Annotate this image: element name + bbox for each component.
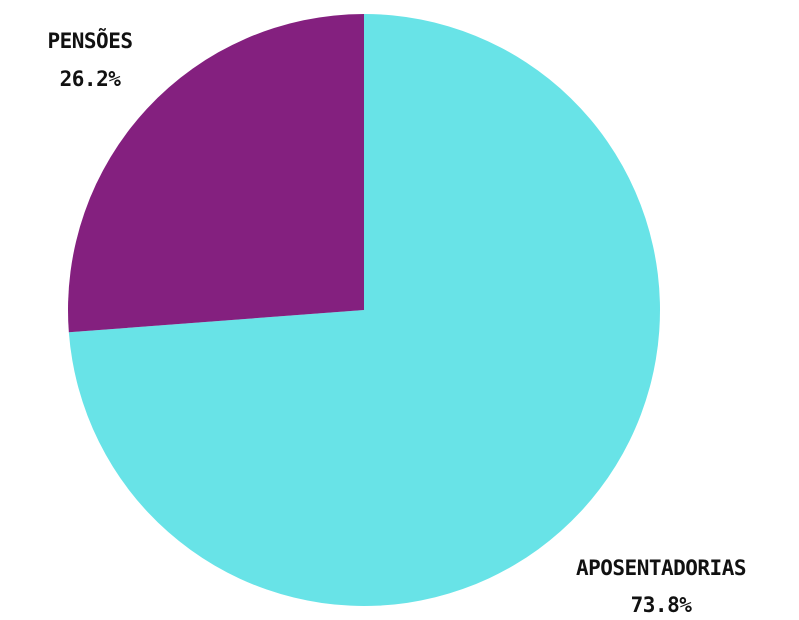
pie-slice-aposentadorias xyxy=(68,14,661,607)
slice-label-pensoes: PENSÕES xyxy=(47,28,132,53)
label-aposentadorias: APOSENTADORIAS 73.8% xyxy=(576,556,747,617)
slice-value-pensoes: 26.2% xyxy=(60,67,122,91)
slice-value-aposentadorias: 73.8% xyxy=(631,593,693,617)
pie-slice-pensoes xyxy=(67,14,364,333)
label-pensoes: PENSÕES 26.2% xyxy=(47,28,133,91)
pie-slices xyxy=(67,14,661,607)
slice-label-aposentadorias: APOSENTADORIAS xyxy=(576,556,746,580)
